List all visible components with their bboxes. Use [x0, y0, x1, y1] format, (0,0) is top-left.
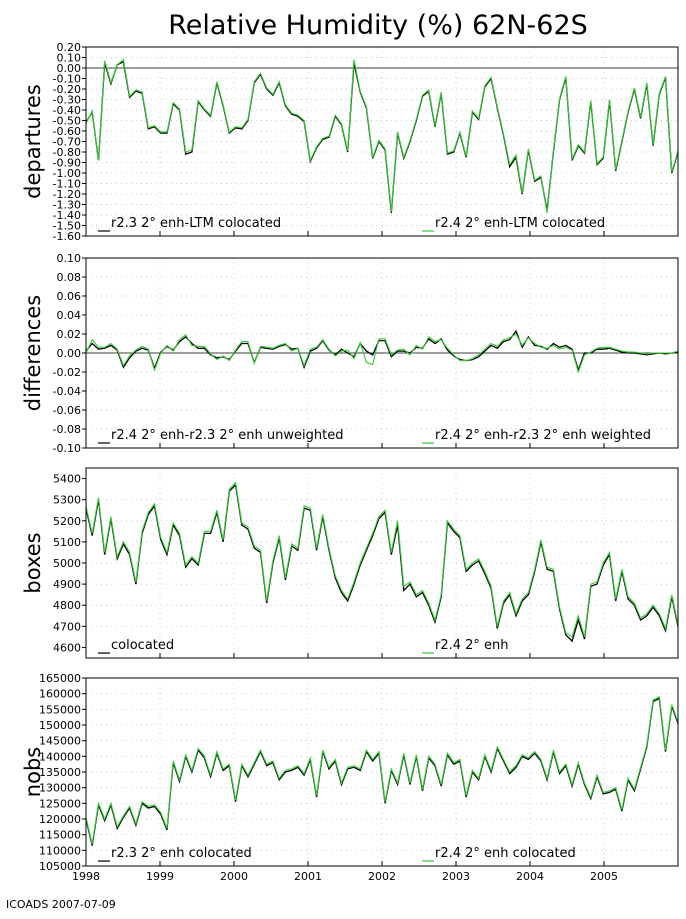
legend-label: colocated	[111, 638, 174, 653]
y-tick-label: -0.60	[53, 125, 81, 138]
y-tick-label: 0.06	[57, 290, 82, 303]
y-tick-label: 120000	[39, 813, 81, 826]
y-tick-label: -0.30	[53, 94, 81, 107]
x-tick-label: 2003	[442, 870, 470, 883]
y-axis-label: nobs	[21, 747, 45, 797]
y-tick-label: -0.70	[53, 136, 81, 149]
y-tick-label: 5200	[53, 515, 81, 528]
panel-nobs: 165000 160000 155000 150000 145000 140000 1350…	[21, 672, 679, 883]
legend-label: r2.3 2° enh-LTM colocated	[111, 216, 281, 231]
y-tick-label: -0.40	[53, 104, 81, 117]
chart-title: Relative Humidity (%) 62N-62S	[168, 10, 588, 41]
y-tick-label: 0.04	[57, 309, 82, 322]
y-tick-label: -0.08	[53, 423, 81, 436]
y-tick-label: -0.20	[53, 83, 81, 96]
y-tick-label: -0.10	[53, 73, 81, 86]
y-tick-label: -1.40	[53, 209, 81, 222]
y-tick-label: 0.00	[57, 62, 82, 75]
y-tick-label: 5300	[53, 494, 81, 507]
y-tick-label: -0.50	[53, 115, 81, 128]
y-tick-label: 5400	[53, 473, 81, 486]
series-line-2	[85, 333, 679, 374]
y-tick-label: 4600	[53, 641, 81, 654]
y-tick-label: 125000	[39, 797, 81, 810]
y-tick-label: -0.90	[53, 157, 81, 170]
y-tick-label: 0.10	[57, 252, 82, 265]
y-tick-label: -1.30	[53, 199, 81, 212]
y-tick-label: 115000	[39, 829, 81, 842]
x-tick-label: 2005	[590, 870, 618, 883]
legend-label: r2.4 2° enh colocated	[435, 846, 576, 861]
y-tick-label: 130000	[39, 782, 81, 795]
y-tick-label: 4900	[53, 578, 81, 591]
y-tick-label: 145000	[39, 735, 81, 748]
y-tick-label: 150000	[39, 719, 81, 732]
x-tick-label: 2004	[516, 870, 544, 883]
x-tick-label: 1998	[72, 870, 100, 883]
legend-label: r2.4 2° enh	[435, 638, 509, 653]
y-tick-label: 165000	[39, 672, 81, 685]
y-tick-label: 0.00	[57, 347, 82, 360]
plot-frame	[85, 467, 679, 659]
panel-differences: 0.10 0.08 0.06 0.04 0.02 0.00 -0.02 -0.04 -0.06 -…	[21, 252, 679, 455]
y-tick-label: 0.20	[57, 41, 82, 54]
footer-credit: ICOADS 2007-07-09	[6, 898, 116, 911]
y-tick-label: -0.04	[53, 385, 81, 398]
y-tick-label: 160000	[39, 688, 81, 701]
plot-frame	[85, 677, 679, 867]
y-tick-label: -1.00	[53, 167, 81, 180]
legend-label: r2.4 2° enh-r2.3 2° enh unweighted	[111, 428, 343, 443]
plot-frame	[85, 46, 679, 237]
plot-frame	[85, 257, 679, 449]
x-tick-label: 2000	[220, 870, 248, 883]
x-tick-label: 2002	[368, 870, 396, 883]
y-tick-label: 155000	[39, 703, 81, 716]
panels: 0.200.100.00-0.10-0.20-0.30-0.40-0.50-0.…	[21, 41, 679, 883]
y-tick-label: 135000	[39, 766, 81, 779]
series-line-2	[85, 481, 679, 638]
y-tick-label: -1.10	[53, 178, 81, 191]
legend-label: r2.4 2° enh-LTM colocated	[435, 216, 605, 231]
y-axis-label: differences	[21, 295, 45, 411]
series-line-2	[85, 58, 679, 213]
series-line-2	[85, 695, 679, 845]
y-axis-label: departures	[21, 84, 45, 199]
y-tick-label: 5100	[53, 536, 81, 549]
y-tick-label: 5000	[53, 557, 81, 570]
y-tick-label: -0.06	[53, 404, 81, 417]
y-tick-label: -0.10	[53, 442, 81, 455]
panel-departures: 0.200.100.00-0.10-0.20-0.30-0.40-0.50-0.…	[21, 41, 679, 243]
x-tick-label: 1999	[146, 870, 174, 883]
y-tick-label: 0.02	[57, 328, 82, 341]
y-tick-label: 4700	[53, 620, 81, 633]
y-tick-label: 140000	[39, 750, 81, 763]
y-tick-label: 4800	[53, 599, 81, 612]
y-tick-label: -0.80	[53, 146, 81, 159]
y-tick-label: 105000	[39, 860, 81, 873]
y-tick-label: 110000	[39, 844, 81, 857]
legend-label: r2.4 2° enh-r2.3 2° enh weighted	[435, 428, 651, 443]
legend-label: r2.3 2° enh colocated	[111, 846, 252, 861]
panel-boxes: 5400 5300 5200 5100 5000 4900 4800 4700 4600 boxe…	[21, 467, 679, 659]
y-tick-label: 0.10	[57, 52, 82, 65]
x-tick-label: 2001	[294, 870, 322, 883]
y-tick-label: -1.20	[53, 188, 81, 201]
series-line-1	[85, 329, 679, 373]
y-axis-label: boxes	[21, 532, 45, 593]
y-tick-label: -1.50	[53, 220, 81, 233]
y-tick-label: -0.02	[53, 366, 81, 379]
y-tick-label: 0.08	[57, 271, 82, 284]
y-tick-label: -1.60	[53, 230, 81, 243]
